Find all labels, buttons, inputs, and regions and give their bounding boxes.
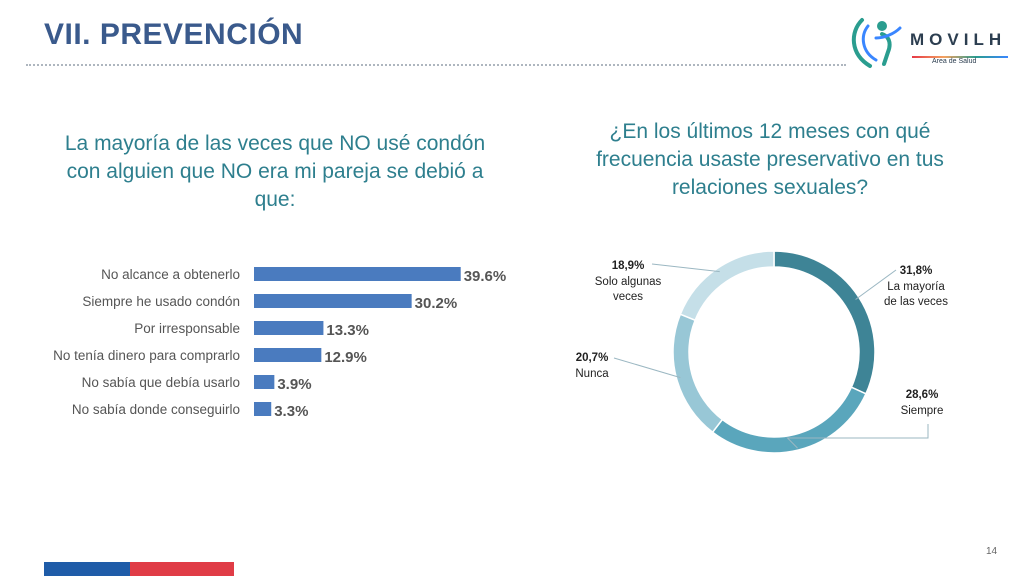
slice-category-label: veces (613, 291, 643, 303)
bar-chart-question: La mayoría de las veces que NO usé condó… (64, 132, 486, 211)
page-title: VII. PREVENCIÓN (44, 18, 304, 51)
logo-wordmark: MOVILH (910, 30, 1007, 49)
donut-chart: 31,8% La mayoría de las veces 28,6% Siempre 2… (575, 250, 948, 454)
bar-value-label: 12.9% (324, 349, 367, 366)
donut-chart-question: ¿En los últimos 12 meses con qué frecuen… (596, 120, 944, 199)
logo-rainbow-line (912, 56, 1008, 58)
donut-slice (711, 386, 867, 454)
bar-category-label: No sabía que debía usarlo (82, 375, 240, 390)
bar-value-label: 39.6% (464, 268, 507, 285)
bar-category-label: Siempre he usado condón (82, 294, 240, 309)
bar-value-label: 30.2% (415, 295, 458, 312)
footer-blue-stripe (44, 562, 130, 576)
bar-category-label: No tenía dinero para comprarlo (53, 348, 240, 363)
bar-category-label: No alcance a obtenerlo (101, 267, 240, 282)
bar (254, 375, 275, 389)
slice-category-label: Solo algunas (595, 276, 662, 288)
donut-slice (773, 250, 876, 395)
bar (254, 321, 324, 335)
bar-value-label: 3.3% (274, 403, 308, 420)
bar (254, 348, 322, 362)
bar-value-label: 13.3% (326, 322, 369, 339)
leader-line (855, 269, 897, 300)
movilh-logo-icon (851, 18, 902, 68)
slice-category-label: Nunca (575, 368, 609, 380)
bar (254, 267, 461, 281)
page-number: 14 (986, 546, 998, 557)
bar-category-label: No sabía donde conseguirlo (72, 402, 240, 417)
bar-category-label: Por irresponsable (134, 321, 240, 336)
slice-value-label: 28,6% (906, 389, 939, 401)
bar (254, 402, 272, 416)
slice-value-label: 20,7% (576, 352, 609, 364)
leader-line (786, 424, 929, 449)
bar-chart: No alcance a obtenerlo 39.6% Siempre he us… (53, 267, 507, 420)
donut-slice (672, 313, 724, 434)
slice-value-label: 18,9% (612, 260, 645, 272)
slice-category-label: de las veces (884, 296, 948, 308)
bar-value-label: 3.9% (277, 376, 311, 393)
footer-red-stripe (130, 562, 234, 576)
title-divider (26, 64, 846, 66)
slice-category-label: Siempre (901, 405, 944, 417)
leader-line (613, 357, 681, 379)
donut-slice (679, 250, 775, 322)
logo-subtitle: Area de Salud (932, 58, 977, 65)
slice-category-label: La mayoría (887, 281, 945, 293)
bar (254, 294, 412, 308)
leader-line (651, 263, 720, 273)
movilh-logo: MOVILH Area de Salud (848, 12, 1018, 72)
slice-value-label: 31,8% (900, 265, 933, 277)
